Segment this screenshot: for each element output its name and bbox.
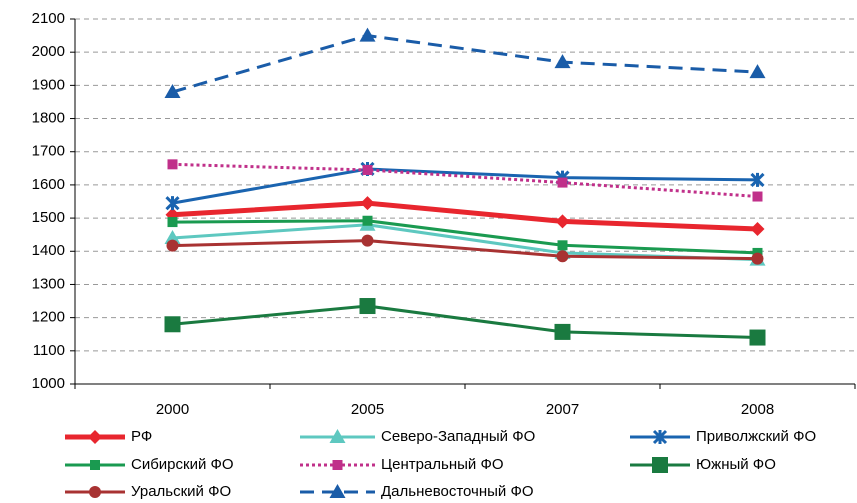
y-tick-label: 1500 [32,209,65,226]
marker [750,222,765,237]
series-line [172,239,758,261]
marker [329,429,346,443]
legend-label: Дальневосточный ФО [381,483,534,500]
marker [557,177,568,188]
x-tick-label: 2007 [546,401,579,418]
y-tick-label: 1700 [32,143,65,160]
marker [164,84,181,98]
legend-label: Уральский ФО [131,483,231,500]
y-tick-label: 1300 [32,275,65,292]
marker [332,460,343,470]
marker [652,429,668,445]
x-tick-label: 2005 [351,401,384,418]
marker [554,54,571,69]
marker [555,214,570,229]
series-line [172,200,758,232]
marker [554,323,571,340]
y-tick-label: 1400 [32,242,65,259]
marker [166,239,179,252]
marker [359,27,376,42]
marker [88,430,102,444]
marker [652,457,668,473]
marker [750,172,765,187]
marker [164,230,181,244]
marker [557,240,568,251]
marker [749,64,766,79]
legend-label: Приволжский ФО [696,428,816,445]
marker [164,316,181,333]
series-line [172,34,758,94]
y-tick-label: 2000 [32,43,65,60]
marker [167,217,178,228]
series-line [172,167,758,205]
series-line [172,162,758,199]
x-tick-label: 2000 [156,401,189,418]
marker [749,329,766,346]
y-tick-label: 2100 [32,10,65,27]
marker [752,191,763,202]
marker [89,486,101,498]
y-tick-label: 1100 [33,342,65,359]
marker [362,215,373,226]
legend-label: Сибирский ФО [131,456,234,473]
marker [751,252,764,265]
marker [329,484,346,498]
legend-label: Центральный ФО [381,456,504,473]
marker [90,460,100,470]
marker [362,164,373,175]
legend-label: РФ [131,428,152,445]
marker [167,159,178,170]
marker [360,196,375,211]
series-line [172,219,758,255]
legend-label: Южный ФО [696,456,776,473]
y-tick-label: 1600 [32,176,65,193]
marker [556,250,569,263]
marker [359,298,376,315]
marker [361,234,374,247]
y-tick-label: 1900 [32,76,65,93]
y-tick-label: 1000 [32,375,65,392]
y-tick-label: 1800 [32,110,65,127]
marker [165,196,180,211]
x-tick-label: 2008 [741,401,774,418]
legend-label: Северо-Западный ФО [381,428,535,445]
y-tick-label: 1200 [32,309,65,326]
series-line [172,304,758,340]
